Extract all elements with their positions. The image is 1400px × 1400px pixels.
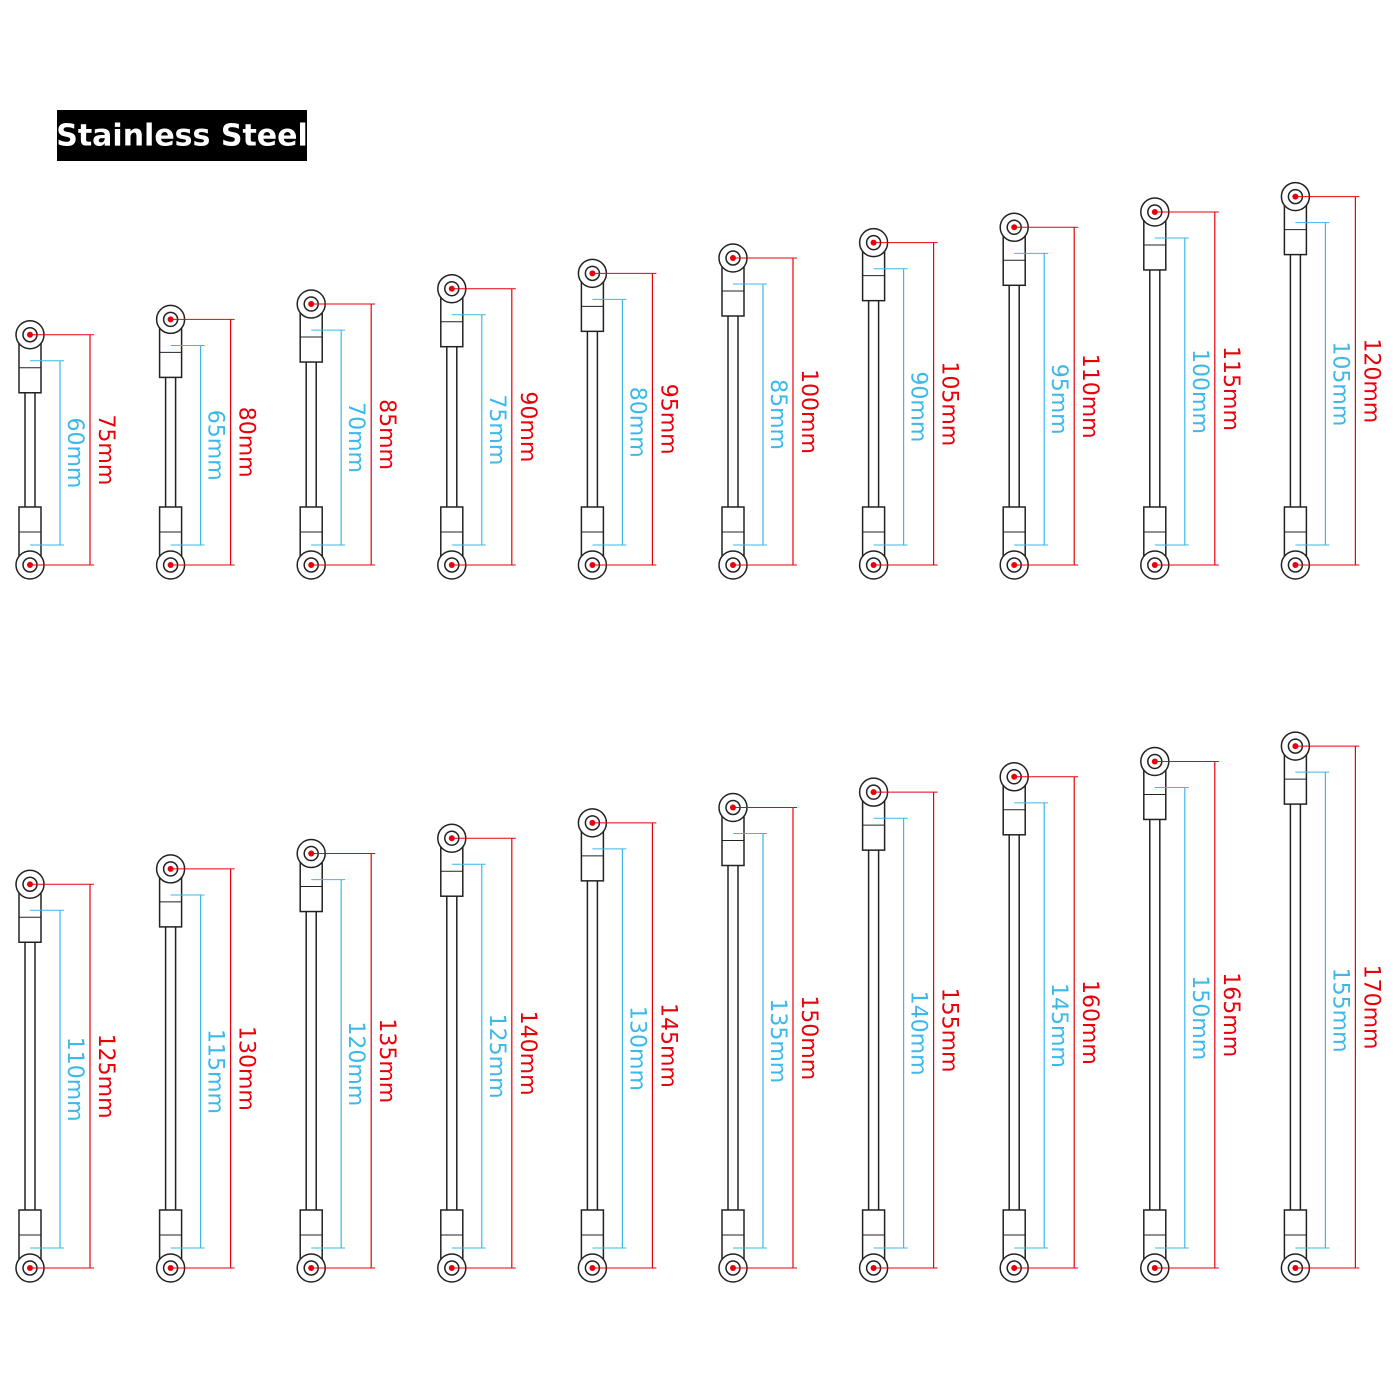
total-label: 95mm xyxy=(655,384,680,455)
rod xyxy=(727,297,739,526)
total-label: 150mm xyxy=(796,995,821,1080)
total-label: 160mm xyxy=(1077,980,1102,1065)
rod-label: 125mm xyxy=(484,1014,509,1099)
total-label: 140mm xyxy=(515,1011,540,1096)
rod xyxy=(1149,800,1161,1229)
link xyxy=(15,320,45,580)
rod-label: 60mm xyxy=(62,417,87,488)
total-label: 90mm xyxy=(515,391,540,462)
rod xyxy=(867,281,880,526)
total-label: 110mm xyxy=(1077,354,1102,439)
link xyxy=(999,762,1029,1283)
rod-label: 70mm xyxy=(343,402,368,473)
total-label: 155mm xyxy=(937,988,962,1073)
rod xyxy=(1149,251,1161,526)
rod-label: 150mm xyxy=(1187,975,1212,1060)
link xyxy=(1140,197,1170,580)
link xyxy=(15,869,45,1283)
total-label: 85mm xyxy=(374,399,399,470)
link xyxy=(718,243,748,580)
rod-label: 135mm xyxy=(765,998,790,1083)
link xyxy=(1280,181,1311,580)
rod xyxy=(727,846,739,1229)
rod xyxy=(305,343,317,526)
link xyxy=(155,304,186,580)
rod xyxy=(1008,266,1020,526)
rod xyxy=(867,831,880,1229)
rod-label: 95mm xyxy=(1046,364,1071,435)
rod-label: 120mm xyxy=(343,1021,368,1106)
rod xyxy=(1008,816,1020,1229)
rod-label: 75mm xyxy=(484,394,509,465)
rod xyxy=(24,374,36,526)
rod xyxy=(24,923,36,1229)
rod xyxy=(446,877,458,1229)
link xyxy=(577,808,608,1283)
total-label: 75mm xyxy=(93,414,118,485)
total-label: 115mm xyxy=(1218,346,1243,431)
link xyxy=(858,227,889,580)
total-label: 130mm xyxy=(234,1026,259,1111)
link xyxy=(437,273,467,580)
total-label: 105mm xyxy=(937,361,962,446)
rod-label: 140mm xyxy=(906,991,931,1076)
title: Stainless Steel xyxy=(56,119,308,154)
rod-label: 80mm xyxy=(624,387,649,458)
rod-label: 155mm xyxy=(1327,968,1352,1053)
link xyxy=(296,289,326,580)
rod-label: 115mm xyxy=(203,1029,228,1114)
link xyxy=(155,854,186,1283)
link xyxy=(999,212,1029,580)
total-label: 135mm xyxy=(374,1018,399,1103)
total-label: 125mm xyxy=(93,1034,118,1119)
rod xyxy=(1289,235,1302,526)
link xyxy=(437,823,467,1283)
rod-label: 85mm xyxy=(765,379,790,450)
rod-label: 130mm xyxy=(624,1006,649,1091)
rod xyxy=(586,862,599,1229)
rod-label: 65mm xyxy=(203,410,228,481)
total-label: 80mm xyxy=(234,407,259,478)
rod-label: 100mm xyxy=(1187,349,1212,434)
rod-label: 145mm xyxy=(1046,983,1071,1068)
rod xyxy=(164,908,177,1229)
link xyxy=(858,777,889,1283)
total-label: 170mm xyxy=(1358,965,1383,1050)
link xyxy=(577,258,608,580)
rod-label: 110mm xyxy=(62,1037,87,1122)
rod xyxy=(1289,785,1302,1229)
rod xyxy=(164,358,177,526)
link xyxy=(718,792,748,1283)
total-label: 120mm xyxy=(1358,338,1383,423)
link xyxy=(1280,731,1311,1283)
link xyxy=(296,838,326,1283)
link xyxy=(1140,746,1170,1283)
title-box xyxy=(57,110,307,161)
rod-label: 105mm xyxy=(1327,341,1352,426)
rod xyxy=(446,327,458,526)
rod xyxy=(305,892,317,1229)
total-label: 145mm xyxy=(655,1003,680,1088)
rod xyxy=(586,312,599,526)
rod-label: 90mm xyxy=(906,371,931,442)
total-label: 100mm xyxy=(796,369,821,454)
total-label: 165mm xyxy=(1218,972,1243,1057)
